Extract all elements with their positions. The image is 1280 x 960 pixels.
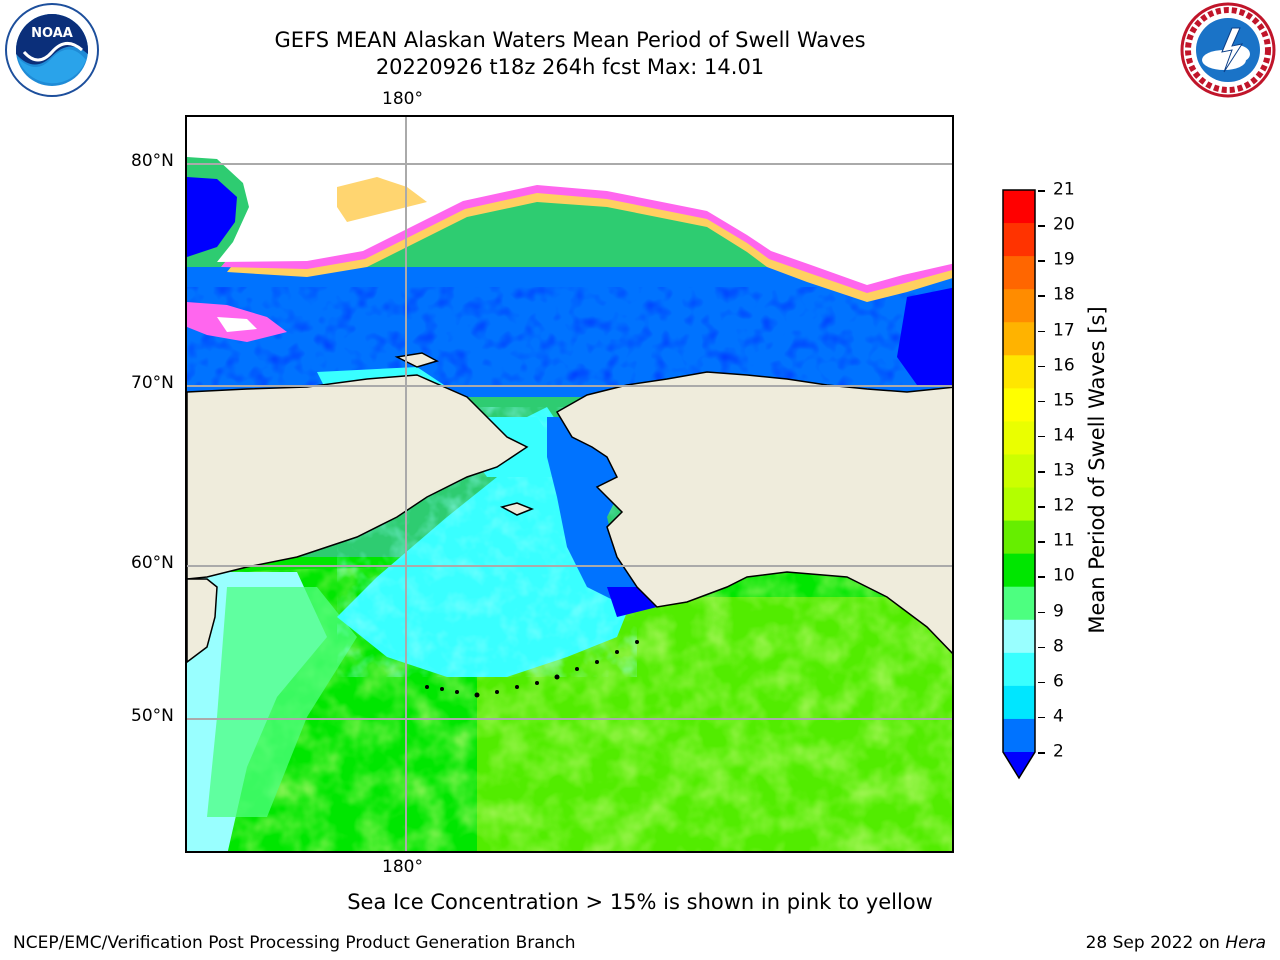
footer-date: 28 Sep 2022 on Hera xyxy=(1086,933,1266,953)
colorbar-band xyxy=(1003,586,1035,621)
colorbar xyxy=(1000,185,1040,785)
colorbar-band xyxy=(1003,685,1035,720)
colorbar-band xyxy=(1003,718,1035,753)
colorbar-tick-mark xyxy=(1038,681,1045,684)
colorbar-tick-mark xyxy=(1038,576,1045,578)
colorbar-tick-mark xyxy=(1038,190,1045,192)
colorbar-band xyxy=(1003,520,1035,555)
swell-period-map xyxy=(187,117,952,851)
colorbar-tick-mark xyxy=(1038,611,1045,613)
colorbar-band xyxy=(1003,256,1035,290)
colorbar-tick-mark xyxy=(1038,752,1045,754)
colorbar-band xyxy=(1003,355,1035,389)
colorbar-tick-mark xyxy=(1038,330,1045,332)
colorbar-tick-label: 16 xyxy=(1053,355,1075,376)
colorbar-tick-mark xyxy=(1038,365,1045,368)
colorbar-tick-mark xyxy=(1038,646,1045,649)
colorbar-tick-label: 6 xyxy=(1053,671,1064,692)
lon-label-bottom: 180° xyxy=(382,857,423,877)
lat-label-50: 50°N xyxy=(131,706,174,726)
colorbar-tick-label: 20 xyxy=(1053,214,1075,235)
colorbar-tick-label: 14 xyxy=(1053,425,1075,446)
colorbar-under-arrow xyxy=(1003,752,1035,778)
colorbar-frame xyxy=(1002,189,1036,780)
colorbar-tick-label: 19 xyxy=(1053,249,1075,270)
colorbar-tick-label: 21 xyxy=(1053,179,1075,200)
colorbar-tick-label: 4 xyxy=(1053,706,1064,727)
lon-label-top: 180° xyxy=(382,89,423,109)
colorbar-bands xyxy=(1002,189,1036,780)
colorbar-label: Mean Period of Swell Waves [s] xyxy=(1085,306,1109,634)
colorbar-tick-mark xyxy=(1038,400,1045,403)
colorbar-band xyxy=(1003,619,1035,654)
colorbar-tick-label: 10 xyxy=(1053,565,1075,586)
colorbar-tick-label: 9 xyxy=(1053,601,1064,621)
colorbar-band xyxy=(1003,487,1035,522)
lat-label-60: 60°N xyxy=(131,553,174,573)
colorbar-tick-mark xyxy=(1038,435,1045,438)
svg-text:NOAA: NOAA xyxy=(31,26,73,41)
chart-title: GEFS MEAN Alaskan Waters Mean Period of … xyxy=(274,28,866,52)
colorbar-band xyxy=(1003,190,1035,224)
colorbar-band xyxy=(1003,421,1035,455)
colorbar-band xyxy=(1003,322,1035,356)
chart-subtitle: 20220926 t18z 264h fcst Max: 14.01 xyxy=(375,55,765,79)
lat-label-70: 70°N xyxy=(131,373,174,393)
sea-ice-note: Sea Ice Concentration > 15% is shown in … xyxy=(347,890,933,914)
nws-logo xyxy=(1180,2,1276,98)
colorbar-band xyxy=(1003,553,1035,588)
sea-ice-region xyxy=(187,117,952,387)
colorbar-tick-label: 8 xyxy=(1053,636,1064,657)
colorbar-band xyxy=(1003,454,1035,489)
colorbar-tick-mark xyxy=(1038,506,1045,508)
colorbar-tick-label: 13 xyxy=(1053,460,1075,481)
colorbar-tick-label: 12 xyxy=(1053,495,1075,516)
colorbar-tick-mark xyxy=(1038,541,1045,543)
footer-credit: NCEP/EMC/Verification Post Processing Pr… xyxy=(13,933,576,953)
graticule xyxy=(187,117,952,851)
land xyxy=(187,352,952,663)
colorbar-tick-label: 15 xyxy=(1053,390,1075,411)
colorbar-band xyxy=(1003,289,1035,323)
colorbar-band xyxy=(1003,223,1035,257)
colorbar-tick-mark xyxy=(1038,471,1045,473)
map-panel xyxy=(185,115,954,853)
footer-date-text: 28 Sep 2022 on xyxy=(1085,933,1226,953)
colorbar-tick-label: 18 xyxy=(1053,284,1075,305)
footer-host: Hera xyxy=(1225,933,1266,953)
colorbar-tick-label: 17 xyxy=(1053,320,1075,340)
colorbar-tick-mark xyxy=(1038,295,1045,297)
colorbar-tick-mark xyxy=(1038,260,1045,262)
noaa-logo: NOAA xyxy=(4,2,100,98)
colorbar-tick-mark xyxy=(1038,716,1045,719)
colorbar-tick-label: 11 xyxy=(1053,530,1075,551)
aleutian-islands xyxy=(425,640,639,698)
colorbar-tick-label: 2 xyxy=(1053,741,1064,762)
colorbar-band xyxy=(1003,388,1035,422)
colorbar-tick-mark xyxy=(1038,225,1045,227)
colorbar-band xyxy=(1003,652,1035,687)
lat-label-80: 80°N xyxy=(131,151,174,171)
